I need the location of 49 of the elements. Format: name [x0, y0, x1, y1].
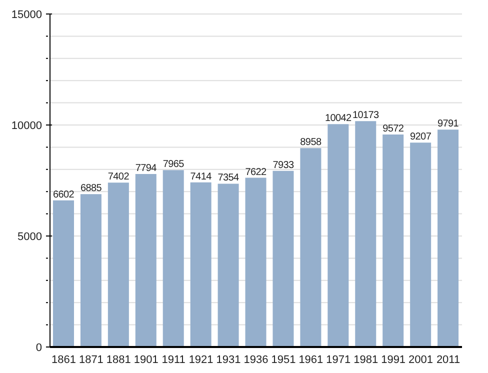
bar	[328, 124, 349, 347]
bar	[190, 182, 212, 347]
bar	[135, 174, 156, 347]
data-label: 6885	[80, 183, 102, 194]
x-tick-label: 2011	[436, 354, 460, 366]
y-tick-label: 0	[36, 342, 42, 354]
bar	[410, 142, 432, 347]
x-tick-label: 1881	[106, 354, 131, 366]
y-tick-label: 5000	[18, 231, 42, 243]
data-label: 9207	[410, 132, 432, 143]
data-label: 7794	[135, 162, 158, 174]
data-label: 8958	[300, 137, 322, 148]
bar	[245, 178, 266, 347]
bar	[382, 134, 404, 347]
x-tick-label: 1911	[162, 354, 186, 366]
data-label: 7414	[190, 171, 212, 182]
x-tick-label: 1871	[78, 354, 104, 366]
data-label: 7622	[245, 166, 268, 178]
x-tick-label: 1961	[298, 354, 324, 366]
bar	[355, 121, 376, 347]
data-label: 9572	[382, 124, 404, 134]
bar	[300, 148, 322, 347]
x-tick-label: 1901	[134, 354, 158, 366]
x-tick-label: 1861	[51, 354, 76, 366]
x-tick-label: 1991	[381, 354, 406, 366]
x-tick-label: 2001	[408, 354, 434, 366]
bar	[218, 184, 239, 347]
data-label: 6602	[52, 189, 75, 200]
x-tick-label: 1936	[244, 354, 268, 366]
x-tick-label: 1971	[326, 354, 351, 366]
data-label: 10173	[352, 110, 380, 122]
data-label: 7354	[218, 172, 240, 184]
data-label: 7402	[108, 172, 130, 183]
x-tick-label: 1921	[188, 354, 214, 366]
bar	[272, 170, 294, 347]
bar	[438, 130, 459, 347]
data-label: 7965	[162, 159, 185, 170]
y-tick-label: 10000	[11, 120, 42, 132]
bar	[53, 200, 74, 347]
x-tick-label: 1931	[216, 354, 241, 366]
bar	[162, 170, 184, 347]
x-tick-label: 1981	[354, 354, 378, 366]
x-tick-label: 1951	[271, 354, 296, 366]
data-label: 10042	[325, 113, 352, 124]
bar	[80, 194, 102, 347]
bar	[108, 182, 129, 347]
data-label: 9791	[438, 118, 460, 130]
data-label: 7933	[272, 160, 294, 171]
y-tick-label: 15000	[11, 9, 42, 21]
